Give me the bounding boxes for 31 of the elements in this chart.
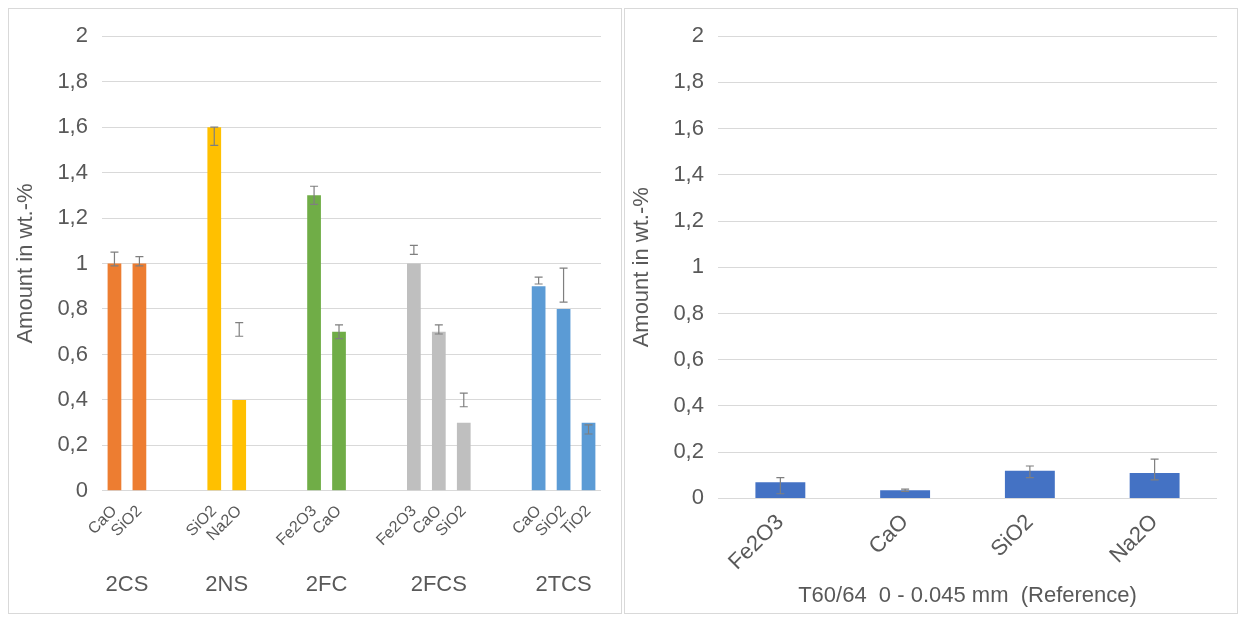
- y-tick-label: 1,8: [57, 67, 88, 93]
- y-tick-label: 1: [691, 253, 704, 279]
- text: 2NS: [205, 571, 249, 597]
- y-tick-label: 1,8: [673, 68, 704, 94]
- y-tick-label: 1,2: [673, 207, 704, 233]
- y-tick-label: 0: [691, 484, 704, 510]
- y-tick-label: 0,4: [57, 385, 88, 411]
- text: 2CS: [105, 571, 149, 597]
- y-tick-label: 0,2: [673, 438, 704, 464]
- y-tick-label: 0,8: [673, 299, 704, 325]
- y-tick-label: 1,4: [57, 158, 88, 184]
- y-tick-label: 2: [691, 22, 704, 48]
- y-axis-title: Amount in wt.-%: [12, 183, 38, 344]
- y-tick-label: 1,2: [57, 204, 88, 230]
- y-tick-label: 2: [75, 22, 88, 48]
- text: 2FCS: [410, 571, 467, 597]
- y-axis-title: Amount in wt.-%: [628, 187, 654, 348]
- text: 2TCS: [535, 571, 592, 597]
- y-tick-label: 1,4: [673, 160, 704, 186]
- x-tick-label: CaO: [863, 508, 913, 559]
- y-tick-label: 0,4: [673, 392, 704, 417]
- x-axis-title: T60/64 0 - 0.045 mm (Reference): [798, 581, 1137, 607]
- y-tick-label: 1,6: [57, 113, 88, 139]
- y-tick-label: 0,6: [673, 345, 704, 371]
- y-tick-label: 0: [75, 476, 88, 502]
- y-tick-label: 0,6: [57, 340, 88, 366]
- y-tick-label: 0,8: [57, 295, 88, 321]
- text: 2FC: [305, 571, 348, 597]
- y-tick-label: 0,2: [57, 431, 88, 457]
- y-tick-label: 1: [75, 249, 88, 275]
- y-tick-label: 1,6: [673, 114, 704, 140]
